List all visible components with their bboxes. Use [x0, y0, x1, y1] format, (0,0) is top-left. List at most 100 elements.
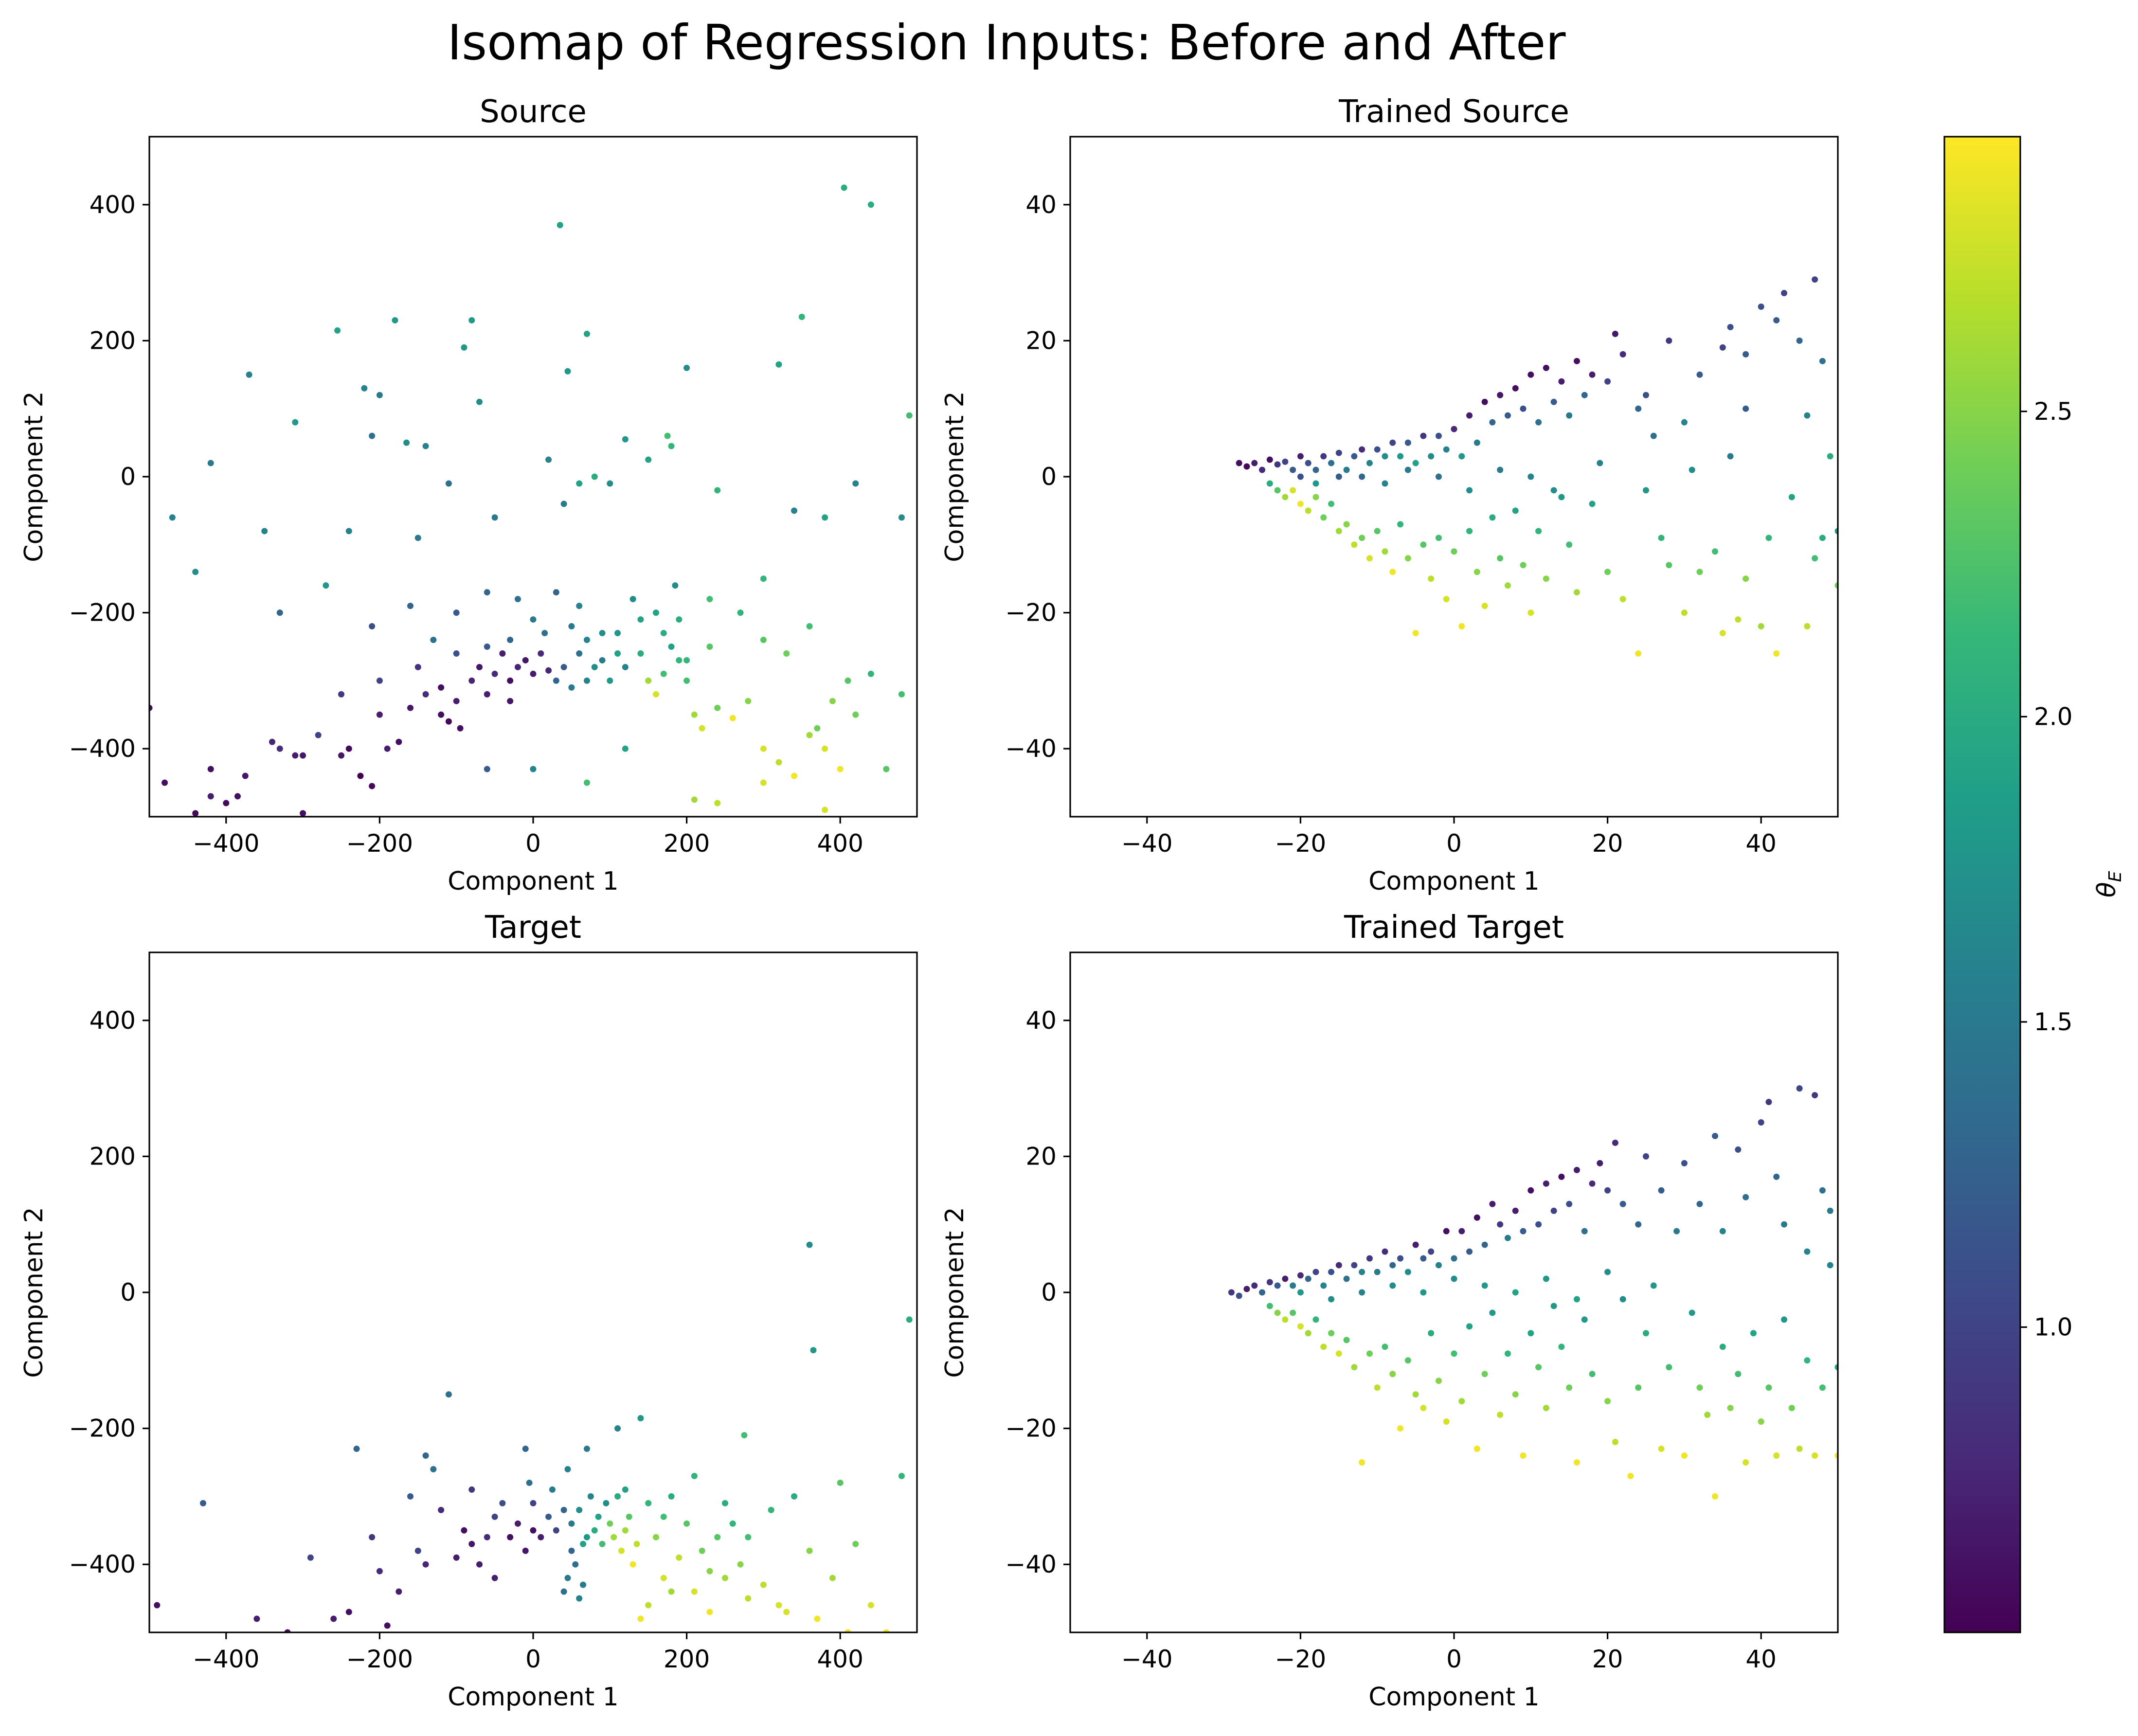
- data-point: [1320, 1343, 1327, 1350]
- data-point: [806, 1241, 813, 1248]
- x-tick-label: 200: [664, 1645, 710, 1673]
- data-point: [1374, 1269, 1381, 1275]
- data-point: [1420, 1405, 1427, 1412]
- data-point: [1812, 1452, 1818, 1459]
- data-point: [514, 1520, 521, 1527]
- y-tick-label: 400: [90, 191, 136, 219]
- data-point: [1712, 1132, 1719, 1139]
- data-point: [1266, 1303, 1273, 1309]
- data-point: [583, 677, 590, 684]
- data-point: [1696, 1200, 1703, 1207]
- data-point: [414, 663, 421, 670]
- data-point: [603, 1500, 610, 1506]
- x-tick-label: −200: [346, 829, 413, 858]
- data-point: [745, 698, 752, 704]
- data-point: [557, 222, 563, 229]
- data-point: [1566, 541, 1573, 548]
- data-point: [1527, 473, 1534, 480]
- scatter-points: [149, 184, 913, 817]
- data-point: [614, 1493, 621, 1500]
- data-point: [369, 432, 376, 439]
- data-point: [1527, 371, 1534, 378]
- data-point: [1389, 1282, 1396, 1289]
- data-point: [1443, 596, 1450, 603]
- data-point: [1512, 1289, 1519, 1296]
- data-point: [1412, 1391, 1419, 1398]
- data-point: [1643, 1330, 1649, 1337]
- data-point: [1443, 1418, 1450, 1425]
- x-tick-label: 0: [1446, 1645, 1462, 1673]
- x-tick-label: −40: [1121, 829, 1173, 858]
- data-point: [1712, 548, 1719, 555]
- data-point: [622, 663, 629, 670]
- data-point: [1773, 317, 1780, 323]
- data-point: [369, 623, 376, 630]
- data-point: [1397, 453, 1404, 460]
- data-point: [549, 1486, 556, 1493]
- y-tick-label: 400: [90, 1006, 136, 1035]
- data-point: [300, 810, 306, 817]
- data-point: [1735, 1146, 1742, 1153]
- data-point: [576, 1506, 583, 1513]
- data-point: [664, 432, 671, 439]
- data-point: [906, 412, 913, 419]
- data-point: [599, 630, 606, 637]
- data-point: [484, 589, 490, 596]
- data-point: [810, 1347, 817, 1354]
- data-point: [775, 361, 782, 368]
- data-point: [1481, 398, 1488, 405]
- data-point: [729, 1520, 736, 1527]
- data-point: [1581, 1228, 1588, 1235]
- data-point: [1573, 358, 1580, 364]
- data-point: [1743, 1459, 1749, 1466]
- data-point: [261, 528, 268, 535]
- data-point: [1382, 1248, 1388, 1255]
- data-point: [1297, 1289, 1304, 1296]
- data-point: [1758, 623, 1764, 630]
- data-point: [1243, 463, 1250, 470]
- y-tick-label: 40: [1025, 1006, 1057, 1035]
- data-point: [867, 201, 874, 208]
- data-point: [1765, 1384, 1772, 1391]
- data-point: [622, 436, 629, 443]
- data-point: [1743, 405, 1749, 412]
- data-point: [1305, 1275, 1312, 1282]
- data-point: [1589, 1371, 1596, 1378]
- data-point: [395, 1588, 402, 1595]
- y-tick-label: −20: [1005, 599, 1057, 627]
- data-point: [457, 725, 464, 732]
- data-point: [1374, 446, 1381, 453]
- data-point: [1812, 1092, 1818, 1099]
- figure-title: Isomap of Regression Inputs: Before and …: [448, 14, 1566, 71]
- data-point: [1758, 1119, 1764, 1126]
- data-point: [791, 772, 798, 779]
- data-point: [1428, 1248, 1435, 1255]
- data-point: [580, 1581, 587, 1588]
- data-point: [514, 596, 521, 603]
- data-point: [1773, 1452, 1780, 1459]
- data-point: [192, 569, 199, 575]
- data-point: [1497, 1412, 1504, 1418]
- data-point: [491, 1513, 498, 1520]
- data-point: [676, 616, 683, 623]
- data-point: [392, 317, 398, 323]
- data-point: [1473, 1214, 1480, 1221]
- data-point: [760, 779, 767, 786]
- data-point: [1451, 1255, 1457, 1262]
- data-point: [814, 725, 821, 732]
- data-point: [269, 738, 275, 745]
- data-point: [1382, 548, 1388, 555]
- data-point: [637, 1615, 644, 1622]
- data-point: [645, 677, 652, 684]
- data-point: [284, 1629, 291, 1632]
- data-point: [553, 1527, 559, 1534]
- data-point: [611, 1534, 617, 1540]
- data-point: [384, 745, 391, 752]
- data-point: [1274, 1282, 1281, 1289]
- data-point: [760, 1581, 767, 1588]
- data-point: [560, 1506, 567, 1513]
- data-point: [1497, 392, 1504, 398]
- data-point: [445, 1391, 452, 1398]
- y-tick-label: 40: [1025, 191, 1057, 219]
- data-point: [706, 644, 713, 650]
